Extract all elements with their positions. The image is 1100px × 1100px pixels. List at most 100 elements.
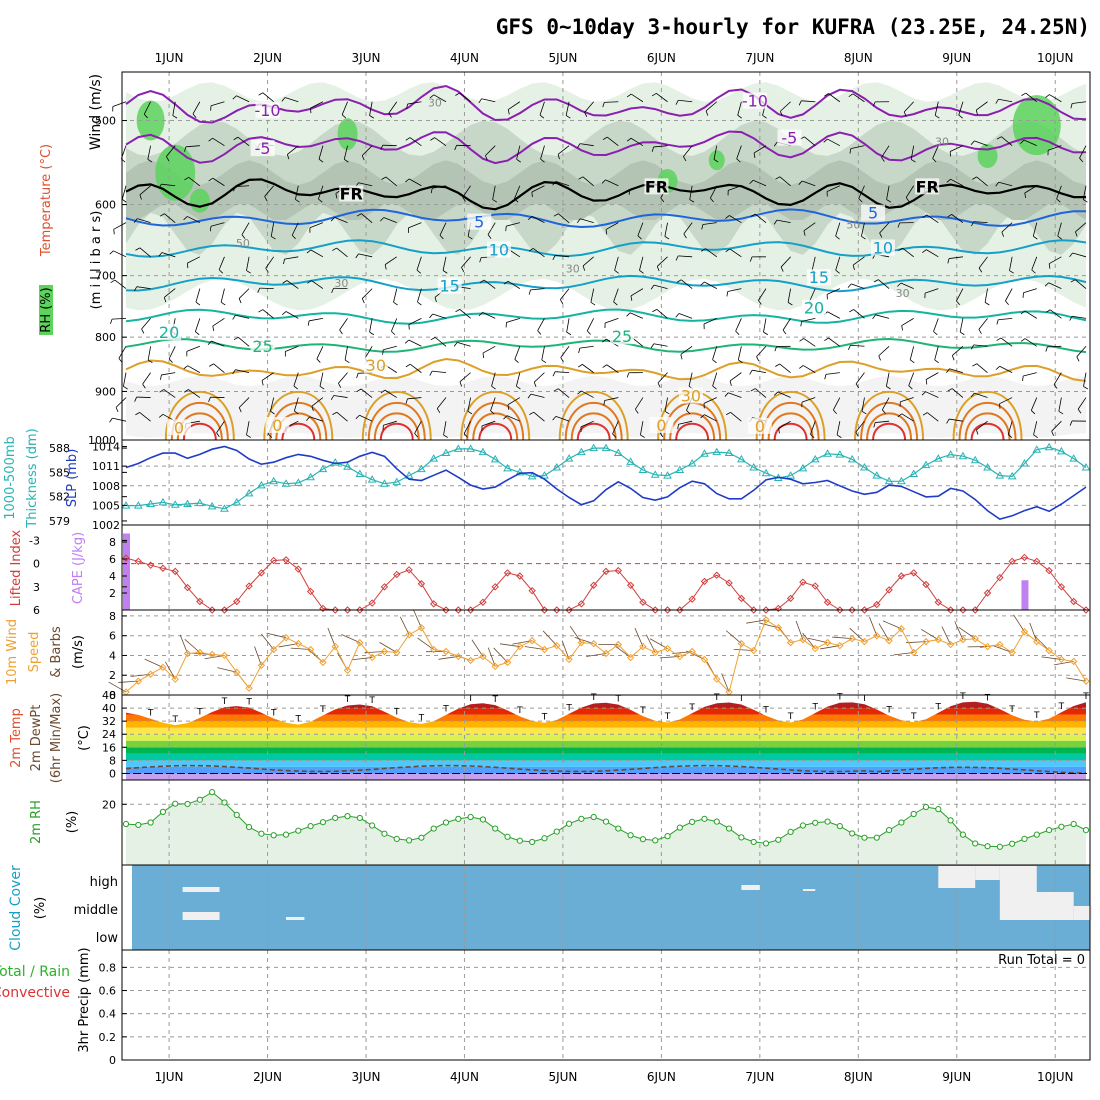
- thickness-point: [798, 463, 808, 472]
- wind-barb-staff: [286, 280, 299, 289]
- wind-barb-flag: [1048, 263, 1051, 269]
- thickness-point: [441, 448, 451, 456]
- wind-barb-flag: [294, 410, 299, 415]
- wind-barb-staff: [164, 213, 176, 223]
- cloud-cover-block: [182, 912, 220, 920]
- wind10-barb: [327, 627, 336, 647]
- wind10-barb: [725, 630, 742, 644]
- wind10-point: [1082, 677, 1090, 685]
- wind10-point: [393, 648, 401, 657]
- wind10-point: [368, 653, 376, 662]
- wind-barb-staff: [220, 288, 225, 303]
- wind-barb-staff: [858, 185, 865, 199]
- wind-barb-staff: [560, 288, 570, 300]
- wind-barb-staff: [147, 145, 152, 160]
- wind-barb-flag: [903, 111, 907, 117]
- wind-barb-flag: [405, 137, 411, 141]
- wind-barb-flag: [503, 415, 508, 420]
- wind-barb-staff: [664, 222, 668, 237]
- wind-barb-flag: [737, 114, 742, 119]
- wind-barb-flag: [995, 365, 1000, 370]
- wind-barb-staff: [343, 145, 348, 160]
- wind-barb-flag: [602, 364, 607, 368]
- wind-barb-staff: [166, 145, 176, 157]
- isotherm-line: [125, 337, 1087, 354]
- wind-barb-staff: [235, 314, 250, 319]
- contour-label-bg: [802, 299, 826, 316]
- wind-barb-flag: [430, 337, 436, 341]
- wind-barb-flag: [934, 115, 940, 119]
- wind-barb-staff: [483, 279, 496, 289]
- wind-barb-staff: [361, 213, 373, 223]
- wind-barb-staff: [606, 136, 619, 146]
- thickness-point: [503, 463, 512, 472]
- wind-barb-flag: [996, 319, 999, 325]
- temp2-tick-label: 48: [102, 689, 116, 702]
- wind-barb-staff: [952, 345, 964, 356]
- rh2-point: [652, 837, 659, 844]
- wind10-point: [774, 624, 783, 632]
- thickness-point: [1020, 458, 1029, 467]
- wind-barb-flag: [847, 345, 851, 350]
- wind-barb-flag: [417, 301, 422, 306]
- wind-barb-flag: [1005, 300, 1009, 305]
- rh-axis-label: RH (%): [39, 287, 54, 332]
- wind-barb-staff: [584, 101, 594, 113]
- wind-barb-staff: [779, 176, 791, 187]
- wind-barb-flag: [613, 301, 618, 306]
- wind-barb-flag: [1020, 310, 1026, 315]
- contour-label: 30: [935, 135, 949, 148]
- wind-barb-staff: [112, 417, 127, 422]
- wind-barb-staff: [604, 397, 619, 401]
- wind-barb-flag: [1069, 420, 1073, 426]
- wind-barb-staff: [780, 256, 791, 268]
- wind-barb-flag: [970, 344, 974, 350]
- wind-barb-flag: [779, 111, 783, 117]
- wind-barb-staff: [533, 411, 545, 422]
- wind-barb-staff: [702, 222, 717, 225]
- cape-bar: [123, 533, 130, 610]
- wind-barb-flag: [184, 389, 189, 393]
- lifted-tick-label: 0: [33, 558, 40, 571]
- wind-barb-flag: [972, 176, 977, 180]
- wind-barb-flag: [879, 232, 883, 238]
- contour-label: 30: [681, 387, 701, 406]
- wind-barb-flag: [881, 157, 885, 162]
- wind-barb-flag: [339, 329, 343, 335]
- wind-barb-staff: [506, 317, 520, 323]
- wind-barb-staff: [293, 372, 299, 387]
- wind-barb-flag: [552, 181, 557, 186]
- slp-series-line: [125, 445, 1087, 520]
- wind-barb-staff: [737, 101, 742, 116]
- wind-barb-staff: [385, 176, 398, 187]
- rh2-point: [356, 814, 363, 822]
- contour-label-bg: [649, 416, 674, 433]
- wind-barb-flag: [233, 186, 236, 192]
- thickness-point: [527, 471, 537, 480]
- rh2-point: [492, 825, 499, 832]
- thickness-point: [515, 467, 525, 476]
- wind10-barb: [417, 637, 434, 650]
- thickness-tick-label: 579: [49, 515, 70, 528]
- pressure-tick-label: 600: [95, 199, 116, 212]
- wind-barb-flag: [147, 359, 153, 364]
- rh2-point: [553, 828, 560, 835]
- thickness-point: [306, 472, 315, 481]
- wind10-point: [269, 645, 278, 654]
- wind10-barb: [614, 645, 631, 658]
- wind-barb-flag: [356, 213, 362, 217]
- slp-tick-label: 1008: [92, 480, 120, 493]
- contour-label: 10: [873, 239, 893, 258]
- wind-barb-staff: [338, 372, 348, 384]
- lifted-index-point: [996, 573, 1004, 582]
- wind-barb-flag: [1057, 235, 1063, 240]
- wind-barb-flag: [773, 219, 778, 225]
- lifted-index-point: [503, 569, 512, 577]
- lifted-tick-label: 6: [33, 604, 40, 617]
- wind-barb-staff: [241, 222, 250, 235]
- thickness-point: [564, 454, 574, 462]
- lifted-index-point: [651, 606, 659, 614]
- wind10-point: [540, 645, 549, 654]
- wind-barb-staff: [629, 312, 644, 319]
- wind-barb-staff: [1049, 94, 1062, 103]
